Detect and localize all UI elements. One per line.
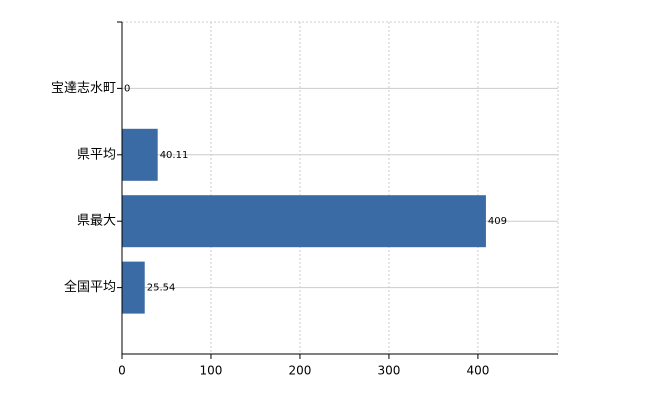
bar <box>122 261 145 314</box>
bar <box>122 195 486 248</box>
y-tick-label: 県平均 <box>77 147 116 162</box>
bar <box>122 128 158 181</box>
x-tick-label: 200 <box>289 364 312 378</box>
value-label: 409 <box>488 216 507 227</box>
value-label: 25.54 <box>147 283 176 294</box>
value-label: 0 <box>124 83 130 94</box>
y-tick-label: 全国平均 <box>64 279 116 295</box>
x-tick-label: 100 <box>200 364 223 378</box>
x-tick-label: 300 <box>377 364 400 378</box>
x-tick-label: 400 <box>466 364 489 378</box>
value-label: 40.11 <box>160 150 189 161</box>
y-tick-label: 宝達志水町 <box>51 81 116 96</box>
y-tick-label: 県最大 <box>77 214 116 229</box>
x-tick-label: 0 <box>118 364 126 378</box>
